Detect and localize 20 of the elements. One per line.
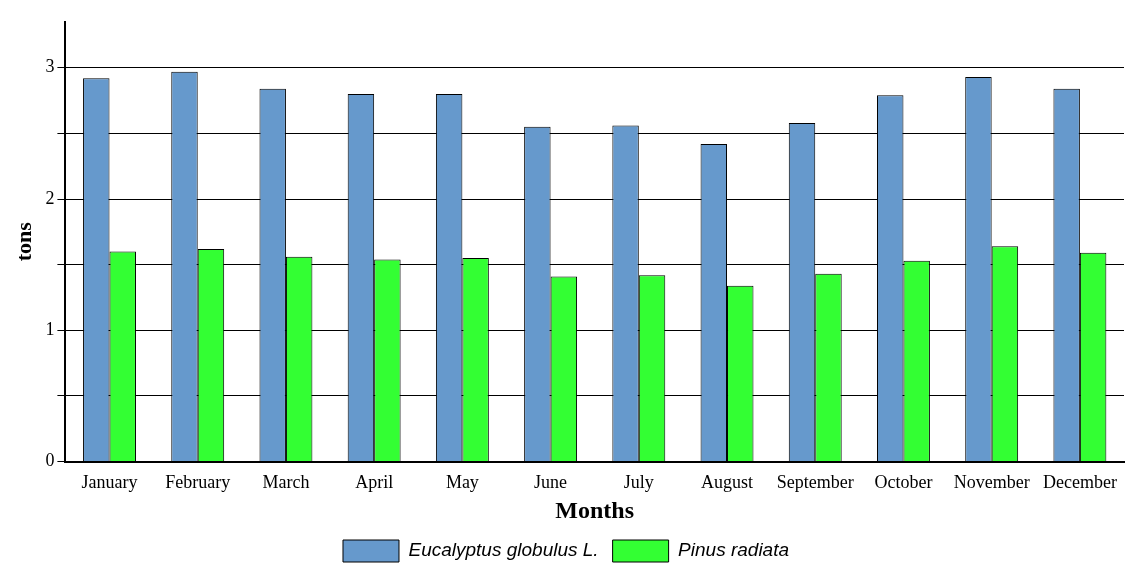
x-tick-label: September [776,472,854,493]
y-tick-label: 1 [45,319,55,340]
x-tick-label: November [953,472,1030,493]
x-tick-label: April [355,472,394,493]
y-axis-title: tons [10,221,36,262]
y-tick-label: 2 [45,187,55,208]
y-tick-label: 3 [45,56,55,77]
x-tick-label: June [534,472,568,493]
x-tick-label: May [445,472,479,493]
y-tick-label: 0 [45,450,55,471]
x-tick-label: December [1042,472,1117,493]
x-tick-label: October [874,472,933,493]
legend-label: Pinus radiata [678,539,790,561]
x-tick-label: February [165,472,231,493]
x-tick-label: January [81,472,138,493]
x-tick-label: July [623,472,654,493]
x-axis-title: Months [555,496,635,523]
x-tick-label: August [701,472,754,493]
x-tick-label: March [262,472,310,493]
legend-label: Eucalyptus globulus L. [408,539,599,561]
